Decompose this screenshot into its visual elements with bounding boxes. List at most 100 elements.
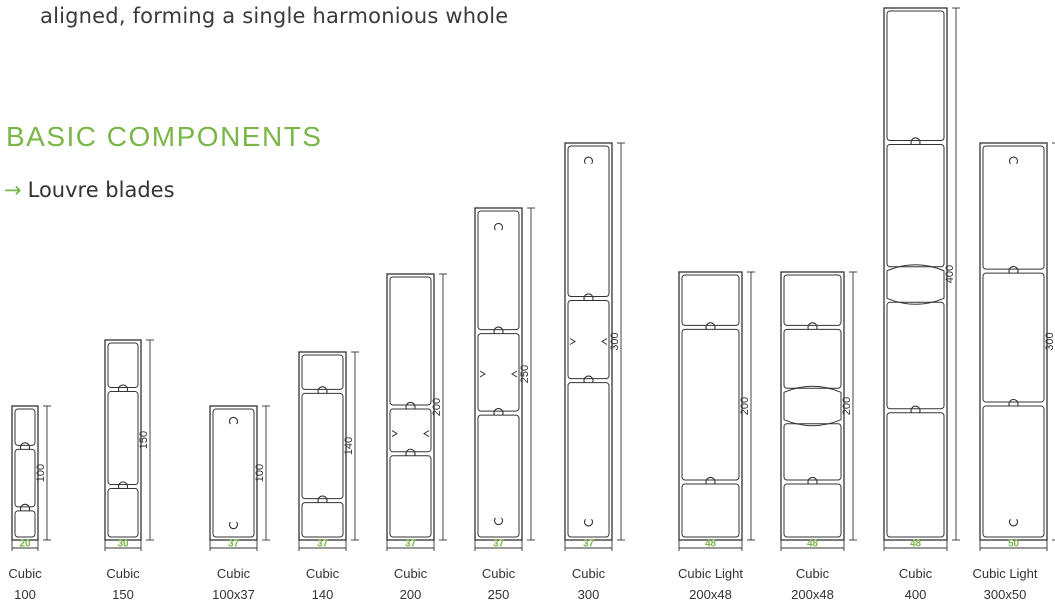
blade-5-chamber: [389, 408, 432, 453]
blade-8-clip: [705, 322, 716, 330]
blade-9-chamber: [783, 423, 842, 481]
blade-8-profile: 200 48: [678, 271, 755, 551]
blade-9-size-line: 200x48: [791, 587, 834, 602]
blade-4-height-label: 140: [343, 437, 355, 455]
blade-7-chamber: [567, 299, 610, 380]
blade-6-profile: 250 37: [474, 207, 535, 551]
blade-8-name: Cubic Light 200x48: [661, 563, 761, 605]
blade-11-outline: [979, 142, 1048, 541]
intro-text: aligned, forming a single harmonious who…: [40, 4, 509, 28]
blade-5-size-line: 200: [399, 587, 422, 602]
blade-3-name: Cubic 100x37: [184, 563, 284, 605]
blade-9-clip: [807, 476, 818, 485]
blade-6-height-label: 250: [519, 365, 531, 383]
blade-8-height-label: 200: [739, 397, 751, 415]
blade-11-clip: [1008, 156, 1019, 165]
subsection-label: Louvre blades: [27, 178, 175, 202]
blade-7-height-label: 300: [609, 332, 621, 350]
blade-6-chamber: [477, 210, 520, 331]
blade-11-name-line: Cubic Light: [972, 566, 1038, 581]
blade-6-chamber: [477, 333, 520, 412]
blade-4-chamber: [301, 354, 344, 390]
blade-8-chamber: [681, 328, 740, 481]
blade-10-web: [886, 264, 945, 305]
blade-1-profile: 100 20: [11, 405, 51, 551]
blade-4-name-line: Cubic: [305, 566, 340, 581]
blade-8-chamber: [681, 483, 740, 538]
blade-5-clip: [405, 401, 416, 410]
blade-2-clip: [117, 384, 129, 392]
blade-5-name-line: Cubic: [393, 566, 428, 581]
blade-2-outline: [104, 339, 142, 541]
blade-7-outline: [564, 142, 613, 541]
blade-7-width-label: 37: [583, 539, 595, 550]
blade-1-clip: [19, 503, 31, 512]
blade-4-chamber: [301, 392, 344, 500]
blade-3-size-line: 100x37: [212, 587, 255, 602]
blade-7-clip: [583, 518, 594, 527]
blade-1-name-line: Cubic: [8, 566, 42, 581]
blade-7-clip: [583, 375, 594, 383]
blade-8-clip: [705, 476, 716, 485]
blade-4-name: Cubic 140: [273, 563, 373, 605]
blade-3-height-label: 100: [254, 464, 266, 482]
blade-9-width-label: 48: [807, 539, 819, 550]
blade-11-width-label: 50: [1008, 539, 1020, 550]
blade-11-size-line: 300x50: [983, 587, 1027, 602]
blade-9-outline: [780, 271, 845, 541]
blade-7-clip: [583, 156, 594, 165]
blade-3-width-label: 37: [228, 539, 240, 550]
blade-2-name: Cubic 150: [73, 563, 173, 605]
blade-9-height-label: 200: [841, 397, 853, 415]
blade-8-chamber: [681, 274, 740, 326]
blade-1-width-label: 20: [19, 539, 31, 550]
blade-5-chamber: [389, 455, 432, 538]
blade-9-profile: 200 48: [780, 271, 857, 551]
blade-8-outline: [678, 271, 743, 541]
blade-4-width-label: 37: [317, 539, 329, 550]
blade-4-outline: [298, 351, 347, 541]
blade-10-height-label: 400: [944, 265, 956, 283]
blade-6-chamber: [477, 414, 520, 538]
blade-2-clip: [117, 481, 129, 489]
blade-7-name: Cubic 300: [539, 563, 639, 605]
blade-7-chamber: [567, 145, 610, 297]
blade-8-name-line: Cubic Light: [677, 566, 744, 581]
blade-5-name: Cubic 200: [361, 563, 461, 605]
blade-1-clip: [19, 442, 31, 450]
blade-6-clip: [493, 517, 504, 526]
blade-5-width-label: 37: [405, 539, 417, 550]
blade-8-size-line: 200x48: [689, 587, 732, 602]
blade-3-clip: [228, 416, 239, 425]
arrow-right-icon: →: [4, 178, 22, 202]
blade-7-slot-left: [569, 338, 576, 345]
blade-11-height-label: 300: [1044, 332, 1055, 350]
blade-10-size-line: 400: [904, 587, 927, 602]
blade-11-clip: [1008, 266, 1019, 274]
blade-5-slot-left: [391, 430, 398, 438]
blade-2-profile: 150 30: [104, 339, 154, 551]
blade-7-name-line: Cubic: [571, 566, 606, 581]
blade-2-chamber: [107, 488, 139, 538]
blade-11-chamber: [982, 405, 1045, 538]
blade-6-clip: [493, 408, 504, 416]
blade-6-slot-right: [511, 370, 518, 378]
blade-1-chamber: [14, 510, 36, 538]
blade-9-chamber: [783, 274, 842, 326]
blade-2-chamber: [107, 342, 139, 389]
blade-5-profile: 200 37: [386, 273, 447, 551]
blade-11-name: Cubic Light 300x50: [955, 563, 1055, 605]
blade-6-width-label: 37: [493, 539, 505, 550]
blade-10-name-line: Cubic: [898, 566, 933, 581]
blade-10-clip: [910, 137, 921, 145]
blade-1-size-line: 100: [14, 587, 36, 602]
blade-1-outline: [11, 405, 39, 541]
blade-1-name: Cubic 100: [0, 563, 75, 605]
blade-2-height-label: 150: [138, 431, 150, 449]
blade-10-width-label: 48: [910, 539, 922, 550]
blade-10-clip: [910, 405, 921, 414]
blade-9-web: [783, 385, 842, 427]
subsection-title: → Louvre blades: [4, 178, 175, 202]
blade-1-height-label: 100: [35, 464, 47, 482]
blade-4-clip: [317, 495, 328, 503]
